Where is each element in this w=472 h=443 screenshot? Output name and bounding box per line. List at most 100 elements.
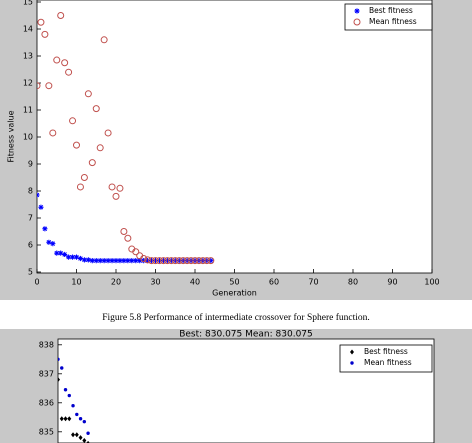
marker [152, 257, 159, 265]
y-tick-label: 5 [28, 268, 33, 277]
marker [159, 257, 167, 265]
marker [125, 258, 131, 264]
marker [74, 432, 79, 438]
marker [37, 82, 41, 90]
x-tick-label: 60 [269, 278, 279, 287]
marker [49, 129, 57, 137]
x-tick-label: 20 [111, 278, 121, 287]
marker [41, 30, 49, 38]
x-tick-label: 100 [424, 278, 439, 287]
marker [184, 258, 190, 264]
x-tick-label: 70 [308, 278, 318, 287]
marker [38, 204, 44, 210]
marker [164, 258, 170, 264]
marker [191, 257, 199, 265]
marker [71, 432, 76, 438]
y-tick-label: 6 [28, 241, 33, 250]
marker [152, 258, 159, 264]
x-tick-label: 80 [348, 278, 358, 287]
marker [71, 404, 75, 408]
y-tick-label: 9 [28, 160, 33, 169]
marker [86, 431, 90, 435]
x-tick-label: 50 [229, 278, 239, 287]
x-axis-label: Generation [212, 289, 257, 298]
marker [117, 258, 123, 264]
marker [67, 393, 71, 398]
marker [112, 192, 120, 200]
marker [129, 258, 135, 264]
marker [145, 258, 151, 264]
marker [208, 258, 214, 264]
marker [97, 258, 103, 264]
marker [82, 419, 87, 424]
marker [81, 257, 87, 263]
marker [105, 258, 111, 264]
marker [156, 258, 163, 264]
chart-title: Best: 830.075 Mean: 830.075 [179, 330, 313, 340]
marker [73, 254, 80, 260]
marker [93, 258, 99, 264]
marker [58, 250, 64, 256]
marker [58, 377, 60, 383]
marker [187, 257, 195, 265]
y-tick-label: 15 [23, 0, 33, 7]
marker [120, 228, 128, 235]
marker [57, 12, 65, 19]
marker [104, 129, 112, 137]
marker [160, 258, 166, 264]
marker [175, 257, 183, 265]
marker [78, 435, 83, 441]
y-tick-label: 7 [28, 214, 33, 223]
legend-label: Mean fitness [364, 358, 412, 367]
marker [46, 239, 52, 245]
x-tick-label: 90 [387, 278, 397, 287]
marker [73, 141, 80, 149]
marker [167, 257, 175, 265]
marker [144, 256, 152, 264]
legend-marker [350, 361, 354, 365]
marker [78, 417, 83, 421]
marker [59, 416, 64, 422]
marker [92, 105, 100, 113]
marker [168, 258, 174, 264]
legend-label: Mean fitness [369, 17, 417, 26]
marker [200, 258, 206, 264]
marker [140, 255, 148, 262]
marker [203, 257, 211, 265]
marker [85, 257, 91, 263]
marker [155, 257, 163, 265]
marker [77, 255, 84, 262]
marker [192, 258, 198, 264]
marker [137, 258, 143, 264]
marker [58, 357, 60, 361]
y-tick-label: 835 [39, 427, 54, 436]
marker [109, 258, 115, 264]
y-axis-label: Fitness value [7, 110, 16, 162]
marker [188, 258, 194, 264]
marker [82, 438, 87, 443]
marker [54, 250, 60, 256]
y-tick-label: 13 [23, 52, 33, 61]
caption: Figure 5.8 Performance of intermediate c… [102, 312, 370, 323]
marker [80, 174, 88, 181]
y-tick-label: 12 [23, 79, 33, 88]
legend-box [344, 3, 433, 31]
marker [121, 258, 127, 264]
marker [172, 258, 178, 264]
marker [176, 258, 182, 264]
marker [53, 56, 61, 64]
marker [76, 183, 84, 191]
legend-marker [354, 8, 360, 14]
marker [65, 68, 73, 76]
data-layer [37, 12, 215, 265]
marker [96, 144, 104, 152]
marker [207, 257, 215, 265]
x-tick-label: 30 [150, 278, 160, 287]
legend-label: Best fitness [364, 347, 408, 356]
marker [133, 258, 139, 264]
marker [67, 416, 72, 422]
y-tick-label: 838 [39, 340, 54, 349]
marker [42, 226, 48, 232]
marker [69, 254, 76, 260]
